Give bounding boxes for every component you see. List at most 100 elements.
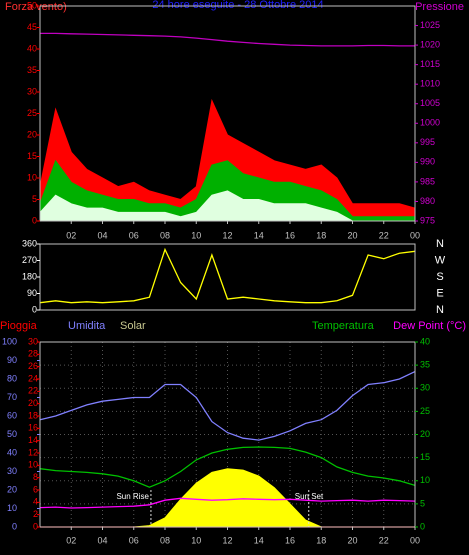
line [39, 371, 416, 441]
y-tick-label: 14 [28, 435, 38, 445]
x-tick-label: 12 [222, 230, 232, 240]
y-tick-label: 1015 [420, 59, 440, 69]
y-tick-label: 5 [420, 498, 425, 508]
x-tick-label: 20 [347, 535, 357, 545]
y-tick-label: 975 [420, 215, 435, 225]
series-label: Dew Point (°C) [393, 320, 466, 332]
y-tick-label: 30 [420, 383, 430, 393]
y-tick-label: 360 [22, 238, 37, 248]
y-tick-label: 10 [28, 460, 38, 470]
x-tick-label: 00 [410, 535, 420, 545]
y-tick-label: 20 [28, 398, 38, 408]
series-label: Umidita [68, 320, 106, 332]
y-tick-label: 60 [7, 410, 17, 420]
line [39, 247, 416, 304]
compass-label: E [436, 287, 443, 299]
line [39, 497, 416, 509]
y2-axis-label: Pressione [415, 1, 464, 13]
y-tick-label: 24 [28, 373, 38, 383]
y-tick-label: 270 [22, 255, 37, 265]
y-tick-label: 100 [2, 336, 17, 346]
y-tick-label: 10 [7, 503, 17, 513]
x-tick-label: 10 [191, 535, 201, 545]
y-tick-label: 180 [22, 271, 37, 281]
y-tick-label: 26 [28, 361, 38, 371]
y-tick-label: 40 [420, 336, 430, 346]
y-tick-label: 20 [420, 429, 430, 439]
x-tick-label: 16 [285, 230, 295, 240]
y-tick-label: 30 [7, 466, 17, 476]
y-tick-label: 50 [27, 0, 37, 10]
y-tick-label: 45 [27, 22, 37, 32]
y-tick-label: 1000 [420, 118, 440, 128]
y-tick-label: 6 [33, 484, 38, 494]
y-tick-label: 30 [28, 336, 38, 346]
y-tick-label: 980 [420, 196, 435, 206]
y-tick-label: 990 [420, 157, 435, 167]
y-tick-label: 0 [32, 304, 37, 314]
compass-label: W [435, 254, 446, 266]
y-tick-label: 995 [420, 137, 435, 147]
y-tick-label: 25 [420, 406, 430, 416]
x-tick-label: 02 [66, 535, 76, 545]
y-tick-label: 0 [32, 215, 37, 225]
y-tick-label: 0 [12, 521, 17, 531]
y-tick-label: 5 [32, 194, 37, 204]
x-tick-label: 16 [285, 535, 295, 545]
x-tick-label: 14 [254, 535, 264, 545]
y-axis-label: Forza vento) [5, 1, 67, 13]
x-tick-label: 22 [379, 230, 389, 240]
y-tick-label: 1010 [420, 79, 440, 89]
y-tick-label: 40 [7, 447, 17, 457]
y-tick-label: 90 [27, 288, 37, 298]
chart-title: 24 hore eseguite - 28 Ottobre 2014 [152, 0, 323, 11]
y-tick-label: 35 [420, 360, 430, 370]
series-label: Pioggia [0, 320, 38, 332]
y-tick-label: 0 [420, 521, 425, 531]
y-tick-label: 25 [27, 108, 37, 118]
y-tick-label: 1025 [420, 20, 440, 30]
compass-label: S [436, 271, 443, 283]
y-tick-label: 80 [7, 373, 17, 383]
x-tick-label: 08 [160, 230, 170, 240]
x-tick-label: 10 [191, 230, 201, 240]
compass-label: N [436, 304, 444, 316]
y-tick-label: 2 [33, 509, 38, 519]
y-tick-label: 8 [33, 472, 38, 482]
y-tick-label: 20 [27, 129, 37, 139]
series-label: Solar [120, 320, 146, 332]
x-tick-label: 14 [254, 230, 264, 240]
x-tick-label: 00 [410, 230, 420, 240]
y-tick-label: 1005 [420, 98, 440, 108]
x-tick-label: 18 [316, 535, 326, 545]
line [39, 446, 416, 488]
annotation: Sun Rise [116, 492, 149, 501]
x-tick-label: 20 [347, 230, 357, 240]
y-tick-label: 1020 [420, 39, 440, 49]
y-tick-label: 4 [33, 497, 38, 507]
x-tick-label: 08 [160, 535, 170, 545]
x-tick-label: 06 [129, 535, 139, 545]
compass-label: N [436, 238, 444, 250]
y-tick-label: 30 [27, 86, 37, 96]
line [40, 32, 415, 47]
y-tick-label: 20 [7, 484, 17, 494]
x-tick-label: 02 [66, 230, 76, 240]
y-tick-label: 0 [33, 521, 38, 531]
y-tick-label: 10 [420, 475, 430, 485]
y-tick-label: 15 [420, 452, 430, 462]
y-tick-label: 40 [27, 43, 37, 53]
y-tick-label: 18 [28, 410, 38, 420]
series-label: Temperatura [312, 320, 375, 332]
x-tick-label: 04 [97, 230, 107, 240]
y-tick-label: 28 [28, 349, 38, 359]
y-tick-label: 12 [28, 447, 38, 457]
x-tick-label: 22 [379, 535, 389, 545]
y-tick-label: 50 [7, 429, 17, 439]
y-tick-label: 16 [28, 423, 38, 433]
y-tick-label: 90 [7, 355, 17, 365]
x-tick-label: 04 [97, 535, 107, 545]
